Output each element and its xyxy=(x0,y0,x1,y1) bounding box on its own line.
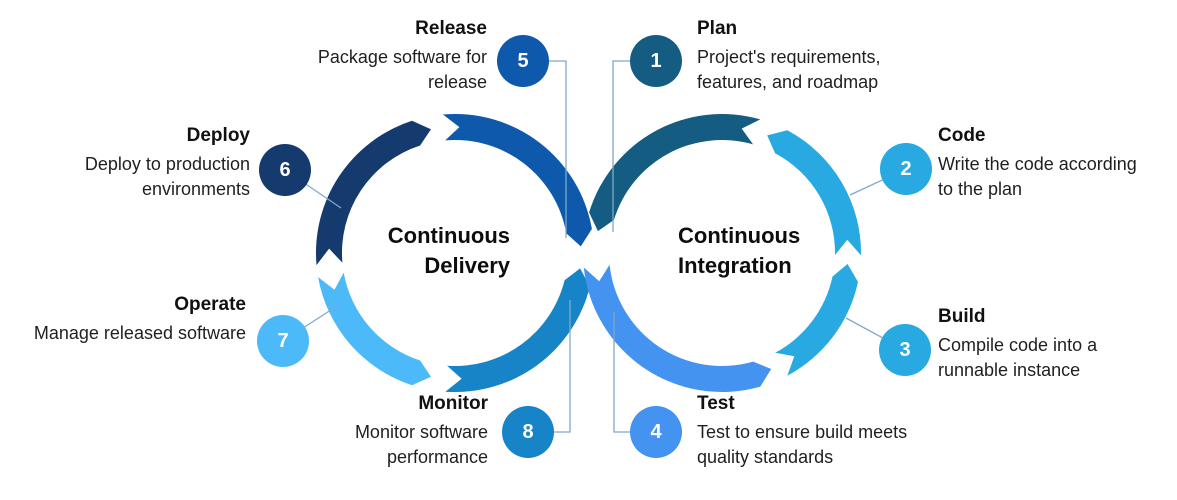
stage-code-desc: Write the code according to the plan xyxy=(938,153,1137,200)
stage-badge-operate: 7 xyxy=(257,315,309,367)
stage-code: Code Write the code according to the pla… xyxy=(938,124,1146,203)
right-loop-label: Continuous Integration xyxy=(678,221,800,281)
left-loop-label-line1: Continuous xyxy=(387,223,510,248)
stage-plan: Plan Project's requirements, features, a… xyxy=(697,17,897,96)
stage-deploy: Deploy Deploy to production environments xyxy=(72,124,250,203)
loop-segment-build xyxy=(775,264,858,376)
stage-badge-monitor: 8 xyxy=(502,406,554,458)
stage-test-title: Test xyxy=(697,393,735,414)
stage-badge-test: 4 xyxy=(630,406,682,458)
stage-test: Test Test to ensure build meets quality … xyxy=(697,392,915,471)
stage-badge-release: 5 xyxy=(497,35,549,87)
stage-operate-desc: Manage released software xyxy=(33,322,246,343)
stage-plan-desc: Project's requirements, features, and ro… xyxy=(697,46,881,93)
stage-badge-code: 2 xyxy=(880,143,932,195)
stage-build-desc: Compile code into a runnable instance xyxy=(938,334,1098,381)
right-loop-label-line2: Integration xyxy=(678,252,792,278)
right-loop-label-line1: Continuous xyxy=(678,223,801,248)
stage-monitor-desc: Monitor software performance xyxy=(354,421,488,468)
loop-segment-plan xyxy=(589,114,761,232)
loop-segment-operate xyxy=(318,272,431,386)
stage-deploy-desc: Deploy to production environments xyxy=(84,153,250,200)
stage-operate: Operate Manage released software xyxy=(24,293,246,346)
stage-operate-title: Operate xyxy=(174,294,246,315)
stage-build-title: Build xyxy=(938,306,986,327)
loop-segment-code xyxy=(767,130,862,256)
stage-badge-plan: 1 xyxy=(630,35,682,87)
stage-release-title: Release xyxy=(415,18,487,39)
stage-badge-build: 3 xyxy=(879,324,931,376)
loop-segment-release xyxy=(442,113,592,247)
loop-segment-deploy xyxy=(315,120,431,266)
stage-monitor-title: Monitor xyxy=(418,393,488,414)
left-loop-label: Continuous Delivery xyxy=(388,221,510,281)
stage-code-title: Code xyxy=(938,125,986,146)
stage-release: Release Package software for release xyxy=(297,17,487,96)
stage-build: Build Compile code into a runnable insta… xyxy=(938,305,1113,384)
loop-segment-monitor xyxy=(445,268,590,393)
stage-monitor: Monitor Monitor software performance xyxy=(338,392,488,471)
stage-deploy-title: Deploy xyxy=(186,125,250,146)
left-loop-label-line2: Delivery xyxy=(424,252,510,278)
stage-plan-title: Plan xyxy=(697,18,738,39)
stage-test-desc: Test to ensure build meets quality stand… xyxy=(697,421,908,468)
loop-segment-test xyxy=(583,264,772,392)
stage-badge-deploy: 6 xyxy=(259,144,311,196)
stage-release-desc: Package software for release xyxy=(317,46,487,93)
